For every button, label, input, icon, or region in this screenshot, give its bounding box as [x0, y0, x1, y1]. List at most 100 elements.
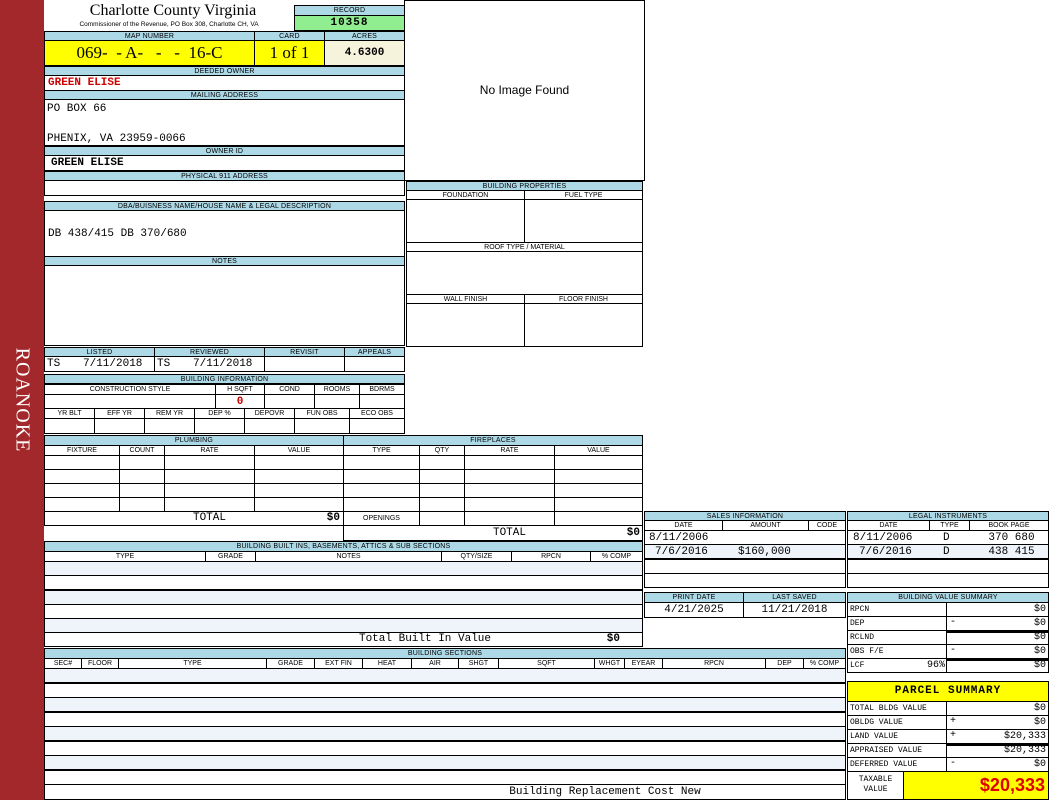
parcel-row-label: LAND VALUE: [847, 729, 947, 744]
fireplace-cell: [419, 483, 465, 498]
value-summary-row-extra: [890, 630, 945, 645]
fireplace-cell: [419, 511, 465, 526]
value-summary-row-sign: -: [950, 617, 957, 628]
sections-row: [44, 769, 846, 785]
sections-row: [44, 740, 846, 756]
built-ins-total-label: Total Built In Value: [358, 633, 492, 645]
parcel-row-sign: +: [950, 730, 957, 741]
floor-finish-value: [524, 303, 643, 347]
fuel-type-value: [524, 199, 643, 243]
construction-style-value: [44, 394, 216, 409]
fireplace-cell: [464, 511, 555, 526]
sections-row: [44, 726, 846, 741]
value-summary-row-extra: [890, 602, 945, 617]
record-value: 10358: [294, 15, 405, 31]
physical-address-value: [44, 180, 405, 196]
built-ins-row: [44, 575, 643, 591]
instrument-type: D: [943, 532, 950, 544]
district-sidebar: ROANOKE: [0, 0, 44, 800]
instruments-row: [847, 558, 1049, 574]
sections-row: [44, 711, 846, 727]
parcel-row-label: APPRAISED VALUE: [847, 743, 947, 758]
hsqft-value-text: 0: [236, 396, 244, 408]
plumbing-cell: [119, 497, 165, 512]
value-summary-row-sign: -: [950, 645, 957, 656]
instrument-type: D: [943, 546, 950, 558]
fireplace-cell: [343, 497, 420, 512]
fireplace-cell: [554, 455, 643, 470]
fireplace-total-row: [343, 525, 643, 541]
plumbing-total-value: $0: [326, 512, 340, 524]
fireplace-cell: [419, 469, 465, 484]
deeded-owner-value: GREEN ELISE: [44, 75, 405, 91]
openings-label: OPENINGS: [363, 515, 400, 522]
parcel-row-sign: +: [950, 716, 957, 727]
plumbing-cell: [254, 497, 344, 512]
eff-yr-value: [94, 418, 145, 434]
sections-row: [44, 682, 846, 698]
sale-1-date: 8/11/2006: [649, 532, 709, 544]
value-summary-row-amount: $0: [1033, 604, 1046, 615]
dep-pct-value: [194, 418, 245, 434]
plumbing-cell: [119, 469, 165, 484]
revisit-value: [264, 356, 345, 372]
parcel-row-amount: $20,333: [1003, 745, 1046, 756]
card-value: 1 of 1: [254, 40, 325, 66]
parcel-row-amount: $20,333: [1003, 731, 1046, 742]
yr-blt-value: [44, 418, 95, 434]
wall-finish-value: [406, 303, 525, 347]
last-saved-value: 11/21/2018: [743, 602, 846, 618]
instruments-row: [847, 572, 1049, 588]
eco-obs-value: [349, 418, 405, 434]
built-ins-row: [44, 603, 643, 619]
fireplace-cell: [464, 483, 555, 498]
cond-value: [264, 394, 315, 409]
parcel-row-label: TOTAL BLDG VALUE: [847, 701, 947, 716]
parcel-row-amount: $0: [1033, 703, 1046, 714]
fireplace-cell: [343, 469, 420, 484]
mailing-line-2: PHENIX, VA 23959-0066: [47, 133, 186, 145]
fireplace-cell: [554, 511, 643, 526]
fireplace-cell: [464, 497, 555, 512]
reviewed-date: 7/11/2018: [193, 358, 253, 370]
sections-row: [44, 697, 846, 712]
plumbing-cell: [119, 483, 165, 498]
sales-row: [644, 572, 846, 588]
mailing-address-box: [44, 99, 405, 146]
plumbing-cell: [164, 455, 255, 470]
district-label: ROANOKE: [11, 347, 34, 453]
building-info-label: BUILDING INFORMATION: [44, 374, 405, 384]
plumbing-cell: [119, 455, 165, 470]
fireplace-cell: [464, 469, 555, 484]
sale-2-amount: $160,000: [738, 546, 791, 558]
sections-row: [44, 668, 846, 683]
taxable-value-label: TAXABLE VALUE: [847, 771, 904, 800]
built-ins-row: [44, 561, 643, 576]
plumbing-cell: [44, 483, 120, 498]
value-summary-row-extra: [890, 616, 945, 631]
instrument-date: 8/11/2006: [853, 532, 913, 544]
fireplace-cell: [464, 455, 555, 470]
plumbing-cell: [44, 455, 120, 470]
owner-id-value: GREEN ELISE: [44, 155, 405, 171]
property-image: No Image Found: [404, 0, 645, 181]
parcel-summary-label: PARCEL SUMMARY: [847, 681, 1049, 702]
fireplace-cell: [419, 497, 465, 512]
fun-obs-value: [294, 418, 350, 434]
fireplace-cell: [343, 455, 420, 470]
notes-box: [44, 265, 405, 346]
fireplace-total-label: TOTAL: [492, 527, 526, 539]
fireplace-total-value: $0: [626, 527, 640, 539]
rem-yr-value: [144, 418, 195, 434]
county-title: Charlotte County Virginia: [89, 2, 257, 19]
plumbing-cell: [164, 483, 255, 498]
built-ins-row: [44, 618, 643, 634]
taxable-value: $20,333: [903, 771, 1049, 800]
value-summary-row-value: [946, 658, 1049, 673]
bdrms-value: [359, 394, 405, 409]
depovr-value: [244, 418, 295, 434]
appeals-value: [344, 356, 405, 372]
listed-by: TS: [47, 358, 61, 370]
value-summary-row-amount: $0: [1033, 646, 1046, 657]
instrument-bookpage: 438 415: [988, 546, 1035, 558]
